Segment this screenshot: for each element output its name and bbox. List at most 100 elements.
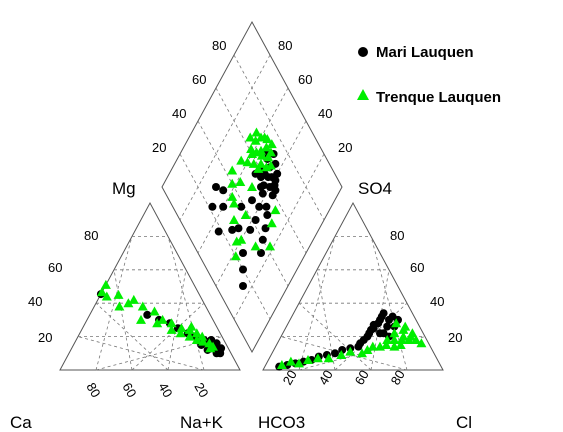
anion-bottom-tick-2: 40 [316,367,336,387]
anion-point [357,348,367,358]
diamond-point [266,139,277,149]
diamond-upper-right-tick-4: 20 [338,140,352,155]
anion-point [345,346,356,356]
anion-point [276,359,287,369]
anion-point [389,334,400,344]
diamond-point [255,202,264,211]
cation-point [114,301,125,311]
diamond-point [265,241,275,251]
diamond-gridline [197,120,289,287]
anion-bottom-tick-1: 20 [280,367,300,387]
diamond-point [262,202,271,211]
diamond-point [237,202,246,211]
diamond-outline [161,20,343,354]
diamond-gridline [179,153,271,320]
diamond-point [239,265,247,274]
cation-triangle: 20 40 60 80 80 60 40 20 Ca Na+K [10,201,241,432]
cation-point [186,321,197,331]
diamond-point [239,249,247,257]
diamond-point [251,147,262,157]
data-points [96,127,427,371]
diamond-point [235,177,246,187]
diamond-point [258,189,267,198]
cation-bottom-tick-4: 20 [191,380,211,400]
diamond-point [251,216,260,224]
diamond-point [273,169,282,178]
anion-bottom-tick-4: 80 [388,367,408,387]
cation-point [157,314,168,324]
legend-label-mari-lauquen: Mari Lauquen [376,44,474,61]
diamond-point [247,182,257,191]
diamond-point [208,202,217,211]
diamond-point [250,241,261,251]
diamond-point [230,251,241,261]
anion-point [411,334,421,344]
diamond-point [236,155,247,165]
cation-point [205,343,216,353]
diamond: 80 60 40 20 80 60 40 20 Mg SO4 [112,20,392,354]
diamond-gridline [215,87,307,254]
anion-point [389,328,400,338]
diamond-point [229,198,239,208]
anion-point [381,339,392,349]
anion-point [395,339,406,349]
diamond-point [227,191,238,201]
corner-label-mg: Mg [112,179,136,198]
cation-gridline [167,269,187,371]
diamond-upper-right-tick-3: 40 [318,106,332,121]
diamond-upper-left-tick-3: 40 [172,106,186,121]
anion-right-tick-2: 60 [410,260,424,275]
diamond-point [261,142,272,152]
diamond-point [240,210,251,220]
diamond-gridline [197,87,289,254]
anion-point [407,328,418,338]
anion-point [331,349,339,358]
diamond-point [266,218,277,228]
diamond-point [271,176,280,185]
diamond-point [256,132,266,142]
diamond-point [248,196,256,205]
cation-left-tick-2: 40 [28,294,42,309]
cation-left-tick-1: 20 [38,330,52,345]
cation-gridline [95,302,169,371]
diamond-point [229,215,239,224]
cation-left-tick-4: 80 [84,228,98,243]
corner-label-so4: SO4 [358,179,392,198]
cation-point [123,298,134,308]
cation-point [137,301,148,311]
anion-triangle: 80 60 40 20 20 40 60 80 HCO3 Cl [258,201,472,432]
cation-point [191,328,202,338]
corner-label-nak: Na+K [180,413,224,432]
cation-point [152,318,163,328]
diamond-point [251,127,262,137]
cation-point [184,331,195,341]
anion-point [379,309,388,318]
anion-point [294,358,304,368]
diamond-point [219,186,228,195]
cation-point [136,314,146,324]
cation-point [143,310,152,319]
anion-point [362,344,373,354]
anion-point [391,318,402,328]
anion-point [303,354,313,364]
cation-gridline [95,236,133,371]
anion-point [400,321,411,331]
cation-gridline [131,302,205,371]
cation-point [100,279,111,289]
diamond-point [259,181,268,190]
anion-point [416,338,427,348]
anion-right-tick-1: 80 [390,228,404,243]
diamond-point [262,134,273,144]
diamond-point [212,183,220,191]
cation-gridline [167,236,205,371]
anion-bottom-tick-3: 60 [352,367,372,387]
diamond-upper-left-tick-4: 20 [152,140,166,155]
cation-point [113,289,124,299]
diamond-point [245,132,256,142]
diamond-point [271,186,280,195]
diamond-point [265,160,276,170]
anion-point [382,334,393,344]
anion-gridline [280,336,408,371]
diamond-point [228,225,237,234]
anion-point [323,353,334,363]
